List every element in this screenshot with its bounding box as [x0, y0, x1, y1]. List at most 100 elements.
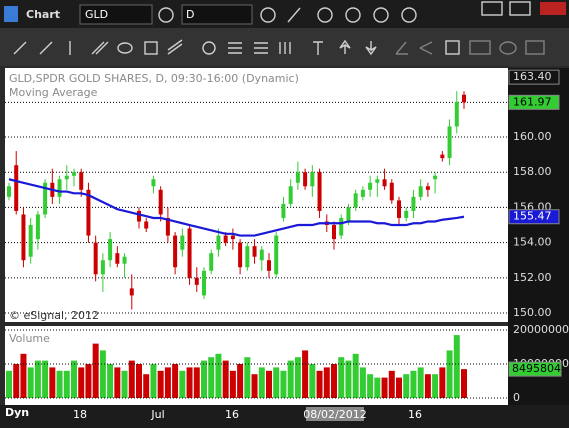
volume-bar	[150, 364, 157, 398]
line-tool[interactable]	[13, 41, 27, 55]
retrace-tool[interactable]	[254, 42, 268, 54]
candle-body	[281, 203, 286, 218]
candle-body	[295, 172, 300, 183]
candle-body	[288, 186, 293, 204]
volume-bar	[251, 374, 258, 398]
volume-bar	[417, 367, 424, 398]
candle-body	[180, 235, 185, 250]
volume-bar	[92, 343, 99, 398]
y-tick-label: 150.00	[513, 306, 552, 319]
window-title: Chart	[26, 8, 60, 21]
time-icon[interactable]	[260, 7, 276, 23]
volume-bar	[128, 360, 135, 398]
candle-body	[108, 239, 113, 261]
candle-body	[72, 172, 76, 176]
candle-body	[223, 235, 228, 243]
volume-bar	[215, 353, 222, 398]
max-btn[interactable]	[481, 1, 503, 16]
volume-bar	[20, 353, 27, 398]
candle-body	[433, 175, 438, 180]
candle-body	[360, 189, 365, 197]
grid-tool[interactable]	[445, 40, 460, 55]
y-tick-label: 160.00	[513, 130, 552, 143]
ray-tool[interactable]	[39, 41, 53, 55]
candle-body	[158, 189, 163, 215]
candle-body	[404, 210, 409, 218]
y-tick-label: 158.00	[513, 165, 552, 178]
fib-tool[interactable]	[228, 42, 242, 54]
candle-body	[317, 172, 322, 211]
chart-header: GLD,SPDR GOLD SHARES, D, 09:30-16:00 (Dy…	[9, 72, 299, 85]
volume-bar	[287, 360, 294, 398]
ellipse-tool[interactable]	[117, 42, 133, 54]
volume-tick-label: 20000000	[513, 323, 569, 336]
candle-body	[21, 214, 26, 261]
time-zones-tool[interactable]	[279, 42, 291, 54]
draw-icon[interactable]	[287, 7, 301, 23]
volume-bar	[403, 374, 410, 398]
t-tool[interactable]	[499, 41, 517, 55]
refresh-icon[interactable]	[317, 7, 333, 23]
ma-line	[8, 178, 465, 237]
volume-bar	[164, 367, 171, 398]
last-price: 161.97	[513, 95, 552, 108]
gann-tool[interactable]	[395, 41, 408, 55]
value-axis	[508, 68, 569, 405]
candle-body	[194, 277, 199, 285]
date-box	[306, 407, 364, 421]
volume-bar	[13, 364, 20, 398]
candle-body	[389, 182, 394, 201]
volume-bar	[222, 360, 229, 398]
text-tool[interactable]	[313, 41, 323, 55]
volume-bar	[244, 357, 251, 398]
volume-last-box	[508, 361, 562, 377]
rect-tool[interactable]	[144, 41, 158, 55]
candle-body	[238, 242, 243, 268]
up-arrow-tool[interactable]	[339, 39, 351, 54]
play-icon[interactable]	[345, 7, 361, 23]
restore-btn[interactable]	[509, 1, 531, 16]
fan-tool[interactable]	[167, 39, 183, 55]
mode-label[interactable]: Dyn	[5, 406, 29, 419]
settings-icon[interactable]	[158, 7, 174, 23]
volume-bar	[71, 360, 77, 398]
volume-bar	[27, 367, 34, 398]
alert-icon[interactable]	[373, 7, 389, 23]
pti-tool[interactable]	[525, 40, 545, 55]
volume-bar	[396, 377, 402, 398]
cycle-tool[interactable]	[202, 41, 216, 55]
volume-bar	[410, 370, 417, 398]
channel-tool[interactable]	[91, 41, 109, 55]
volume-bar	[280, 370, 287, 398]
volume-bar	[136, 364, 142, 398]
candle-body	[230, 235, 235, 240]
symbol-input[interactable]	[79, 4, 153, 25]
candle-body	[209, 253, 214, 271]
candle-body	[93, 242, 98, 275]
volume-bar	[157, 370, 164, 398]
volume-bar	[432, 374, 439, 398]
interval-input[interactable]	[181, 4, 253, 25]
volume-tick-label: 0	[513, 391, 520, 404]
candle-body	[35, 214, 40, 240]
candle-body	[425, 186, 430, 190]
volume-bar	[316, 370, 323, 398]
volume-bar	[345, 360, 352, 398]
interval-text: D	[186, 8, 194, 21]
volume-bar	[294, 357, 301, 398]
volume-bar	[107, 364, 114, 398]
close-btn[interactable]	[540, 2, 566, 15]
mob-tool[interactable]	[469, 40, 491, 55]
candle-body	[79, 172, 84, 190]
volume-bar	[208, 357, 215, 398]
volume-bar	[461, 369, 467, 398]
candle-body	[375, 179, 380, 183]
help-icon[interactable]	[401, 7, 417, 23]
pitchfork-tool[interactable]	[419, 41, 433, 55]
down-arrow-tool[interactable]	[365, 41, 377, 56]
candle-body	[245, 246, 250, 268]
candle-body	[462, 94, 466, 103]
high-label: 163.40	[513, 70, 552, 83]
candle-body	[447, 126, 452, 159]
